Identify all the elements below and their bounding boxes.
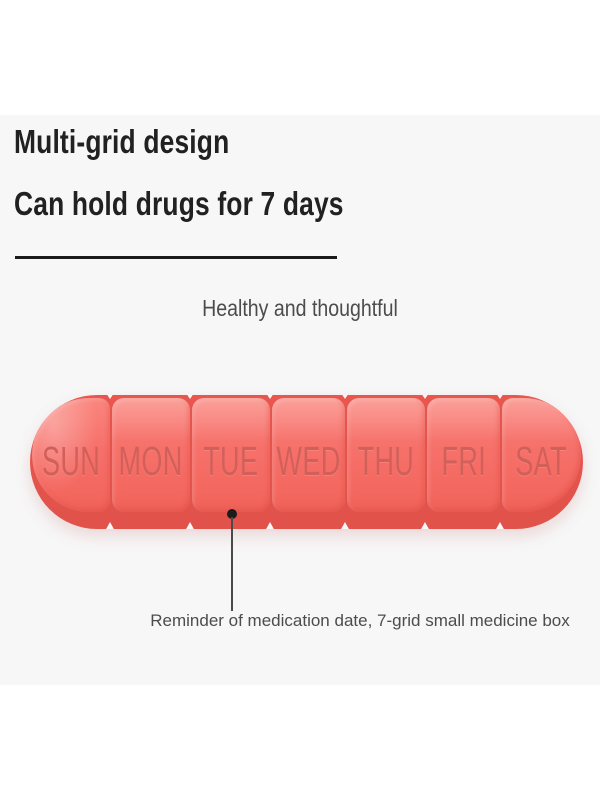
pillbox-compartment-mon: MON — [112, 398, 190, 512]
day-label-sat: SAT — [515, 437, 568, 484]
lid-notch — [496, 395, 504, 399]
day-label-fri: FRI — [441, 437, 486, 484]
pillbox-compartment-fri: FRI — [427, 398, 500, 512]
leader-dot — [227, 509, 237, 519]
heading-underline — [15, 256, 337, 259]
pillbox-compartment-wed: WED — [272, 398, 345, 512]
heading-line-1: Multi-grid design — [14, 123, 230, 160]
lid-notch — [266, 395, 274, 399]
day-label-tue: TUE — [203, 437, 259, 484]
lid-notch — [340, 522, 350, 529]
pillbox-compartment-tue: TUE — [192, 398, 270, 512]
day-label-sun: SUN — [41, 437, 101, 484]
lid-notch — [106, 395, 114, 399]
lid-notch — [420, 522, 430, 529]
lid-notch — [341, 395, 349, 399]
tagline-text: Healthy and thoughtful — [202, 295, 398, 321]
lid-notch — [421, 395, 429, 399]
pillbox-7-day: SUN MON TUE WED THU FRI SAT — [30, 395, 583, 529]
lid-notch — [105, 522, 115, 529]
day-label-wed: WED — [276, 437, 341, 484]
day-label-thu: THU — [357, 437, 415, 484]
lid-notch — [185, 522, 195, 529]
lid-notch — [495, 522, 505, 529]
annotation-text: Reminder of medication date, 7-grid smal… — [150, 611, 570, 630]
lid-notch — [186, 395, 194, 399]
pillbox-compartment-thu: THU — [347, 398, 425, 512]
leader-line — [231, 517, 233, 611]
day-label-mon: MON — [118, 437, 184, 484]
lid-notch — [265, 522, 275, 529]
heading-line-2: Can hold drugs for 7 days — [14, 185, 344, 222]
